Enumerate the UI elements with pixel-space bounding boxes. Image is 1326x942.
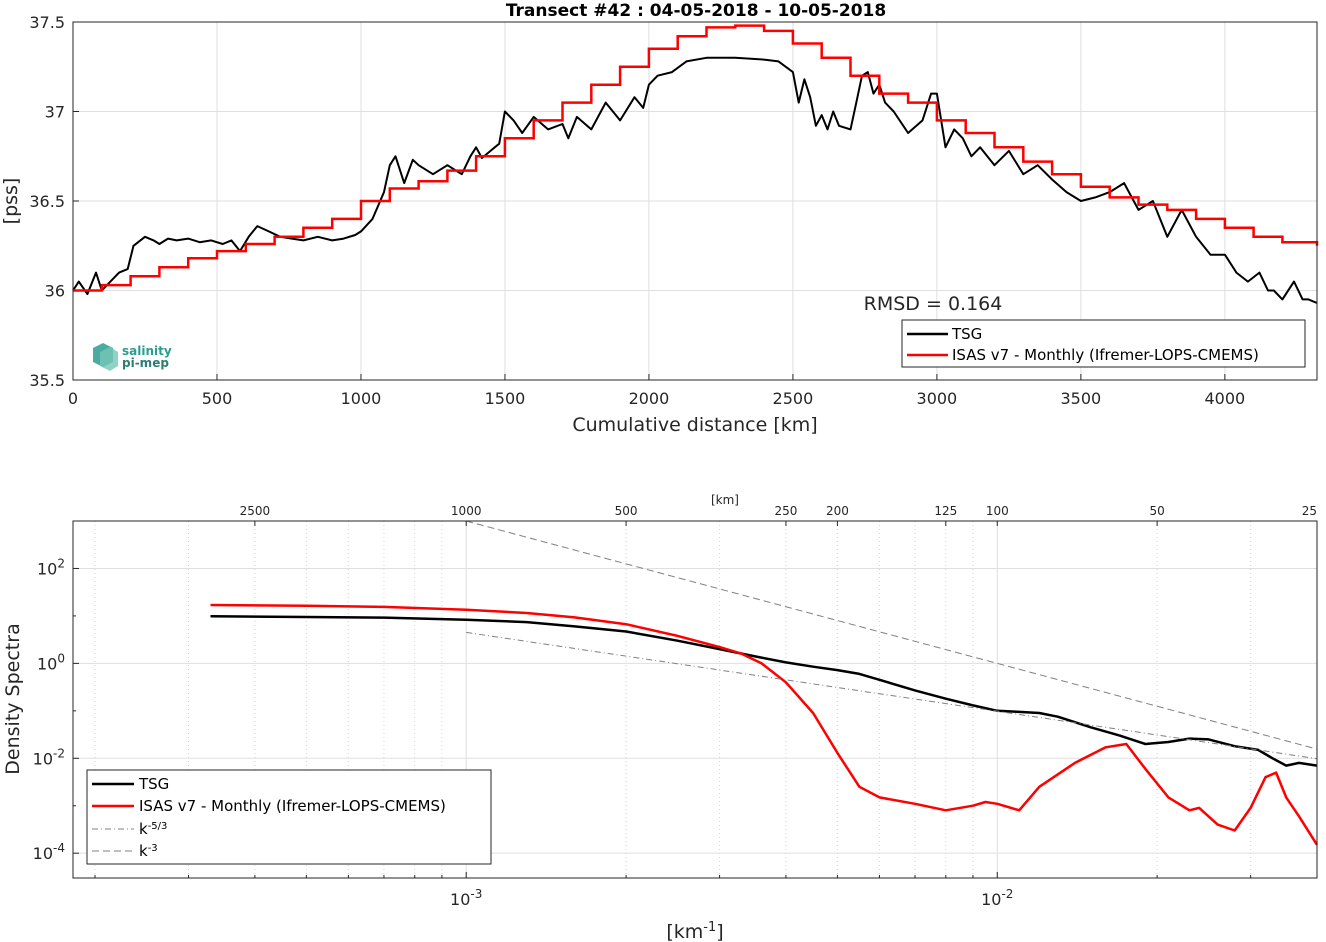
bottom-legend-tsg-label: TSG bbox=[138, 775, 169, 793]
bottom-axes-frame bbox=[72, 520, 1318, 879]
bottom-topaxis-label: 500 bbox=[615, 504, 638, 518]
bottom-series-tsg bbox=[210, 615, 1318, 767]
top-series-isas bbox=[73, 24, 1319, 292]
top-xtick-label: 1500 bbox=[485, 389, 526, 408]
top-ytick-label: 36 bbox=[45, 282, 65, 301]
top-series-tsg bbox=[72, 56, 1318, 304]
top-xtick-label: 500 bbox=[202, 389, 233, 408]
top-axes-frame bbox=[72, 21, 1318, 381]
bottom-ytick-label: 10-4 bbox=[33, 841, 65, 863]
top-xlabel: Cumulative distance [km] bbox=[572, 414, 817, 436]
top-xtick-label: 3500 bbox=[1061, 389, 1102, 408]
bottom-topaxis-label: 25 bbox=[1302, 504, 1317, 518]
top-ytick-label: 37 bbox=[45, 103, 65, 122]
bottom-topaxis-label: 1000 bbox=[451, 504, 482, 518]
bottom-topaxis-label: 100 bbox=[986, 504, 1009, 518]
bottom-series-k53 bbox=[466, 631, 1318, 760]
bottom-ytick-label: 102 bbox=[37, 556, 65, 578]
bottom-ytick-label: 10-2 bbox=[33, 746, 65, 768]
top-series bbox=[72, 24, 1319, 304]
top-xtick-label: 3000 bbox=[917, 389, 958, 408]
top-xtick-label: 2500 bbox=[773, 389, 814, 408]
top-ytick-label: 37.5 bbox=[29, 13, 65, 32]
bottom-legend-isas-label: ISAS v7 - Monthly (Ifremer-LOPS-CMEMS) bbox=[139, 797, 446, 815]
rmsd-annotation: RMSD = 0.164 bbox=[864, 293, 1003, 315]
bottom-axis-ticks: 10-4 10-2 100 102 10-3 10-2 2500 1000 500 250 200 1… bbox=[33, 504, 1318, 909]
bottom-topaxis-label: 50 bbox=[1149, 504, 1164, 518]
bottom-panel: 10-4 10-2 100 102 10-3 10-2 2500 1000 500 250 200 1… bbox=[2, 493, 1319, 942]
top-xtick-label: 4000 bbox=[1204, 389, 1245, 408]
logo-text-2: pi-mep bbox=[122, 356, 169, 370]
bottom-series bbox=[210, 520, 1319, 846]
bottom-top-axis-label: [km] bbox=[711, 493, 739, 507]
bottom-ytick-label: 100 bbox=[37, 651, 65, 673]
top-title: Transect #42 : 04-05-2018 - 10-05-2018 bbox=[506, 1, 886, 21]
bottom-topaxis-label: 2500 bbox=[240, 504, 271, 518]
bottom-topaxis-label: 200 bbox=[826, 504, 849, 518]
logo-icon-layer bbox=[100, 347, 118, 371]
top-xtick-label: 2000 bbox=[629, 389, 670, 408]
top-axis-ticks: 0 500 1000 1500 2000 2500 3000 3500 4000 35.5 36 36… bbox=[29, 13, 1245, 408]
top-legend: TSG ISAS v7 - Monthly (Ifremer-LOPS-CMEM… bbox=[901, 319, 1306, 368]
logo-text-1: salinity bbox=[122, 344, 172, 358]
top-ylabel: [pss] bbox=[0, 178, 22, 225]
top-legend-isas-label: ISAS v7 - Monthly (Ifremer-LOPS-CMEMS) bbox=[952, 346, 1259, 364]
bottom-xtick-label: 10-3 bbox=[450, 887, 482, 909]
bottom-legend-box bbox=[86, 769, 492, 865]
bottom-series-k3 bbox=[466, 520, 1318, 750]
bottom-series-isas bbox=[210, 603, 1319, 846]
top-ytick-label: 36.5 bbox=[29, 192, 65, 211]
bottom-xlabel: [km-1] bbox=[666, 920, 723, 942]
bottom-topaxis-label: 250 bbox=[774, 504, 797, 518]
bottom-legend: TSG ISAS v7 - Monthly (Ifremer-LOPS-CMEM… bbox=[86, 769, 492, 865]
bottom-topaxis-label: 125 bbox=[934, 504, 957, 518]
top-panel: Transect #42 : 04-05-2018 - 10-05-2018 0… bbox=[0, 1, 1319, 436]
top-legend-box bbox=[901, 319, 1306, 368]
top-ytick-label: 35.5 bbox=[29, 371, 65, 390]
top-xtick-label: 0 bbox=[68, 389, 78, 408]
bottom-ylabel: Density Spectra bbox=[2, 623, 24, 774]
salinity-pi-mep-logo: salinity pi-mep bbox=[93, 343, 172, 371]
bottom-xtick-label: 10-2 bbox=[981, 887, 1013, 909]
top-xtick-label: 1000 bbox=[341, 389, 382, 408]
top-legend-tsg-label: TSG bbox=[951, 325, 982, 343]
